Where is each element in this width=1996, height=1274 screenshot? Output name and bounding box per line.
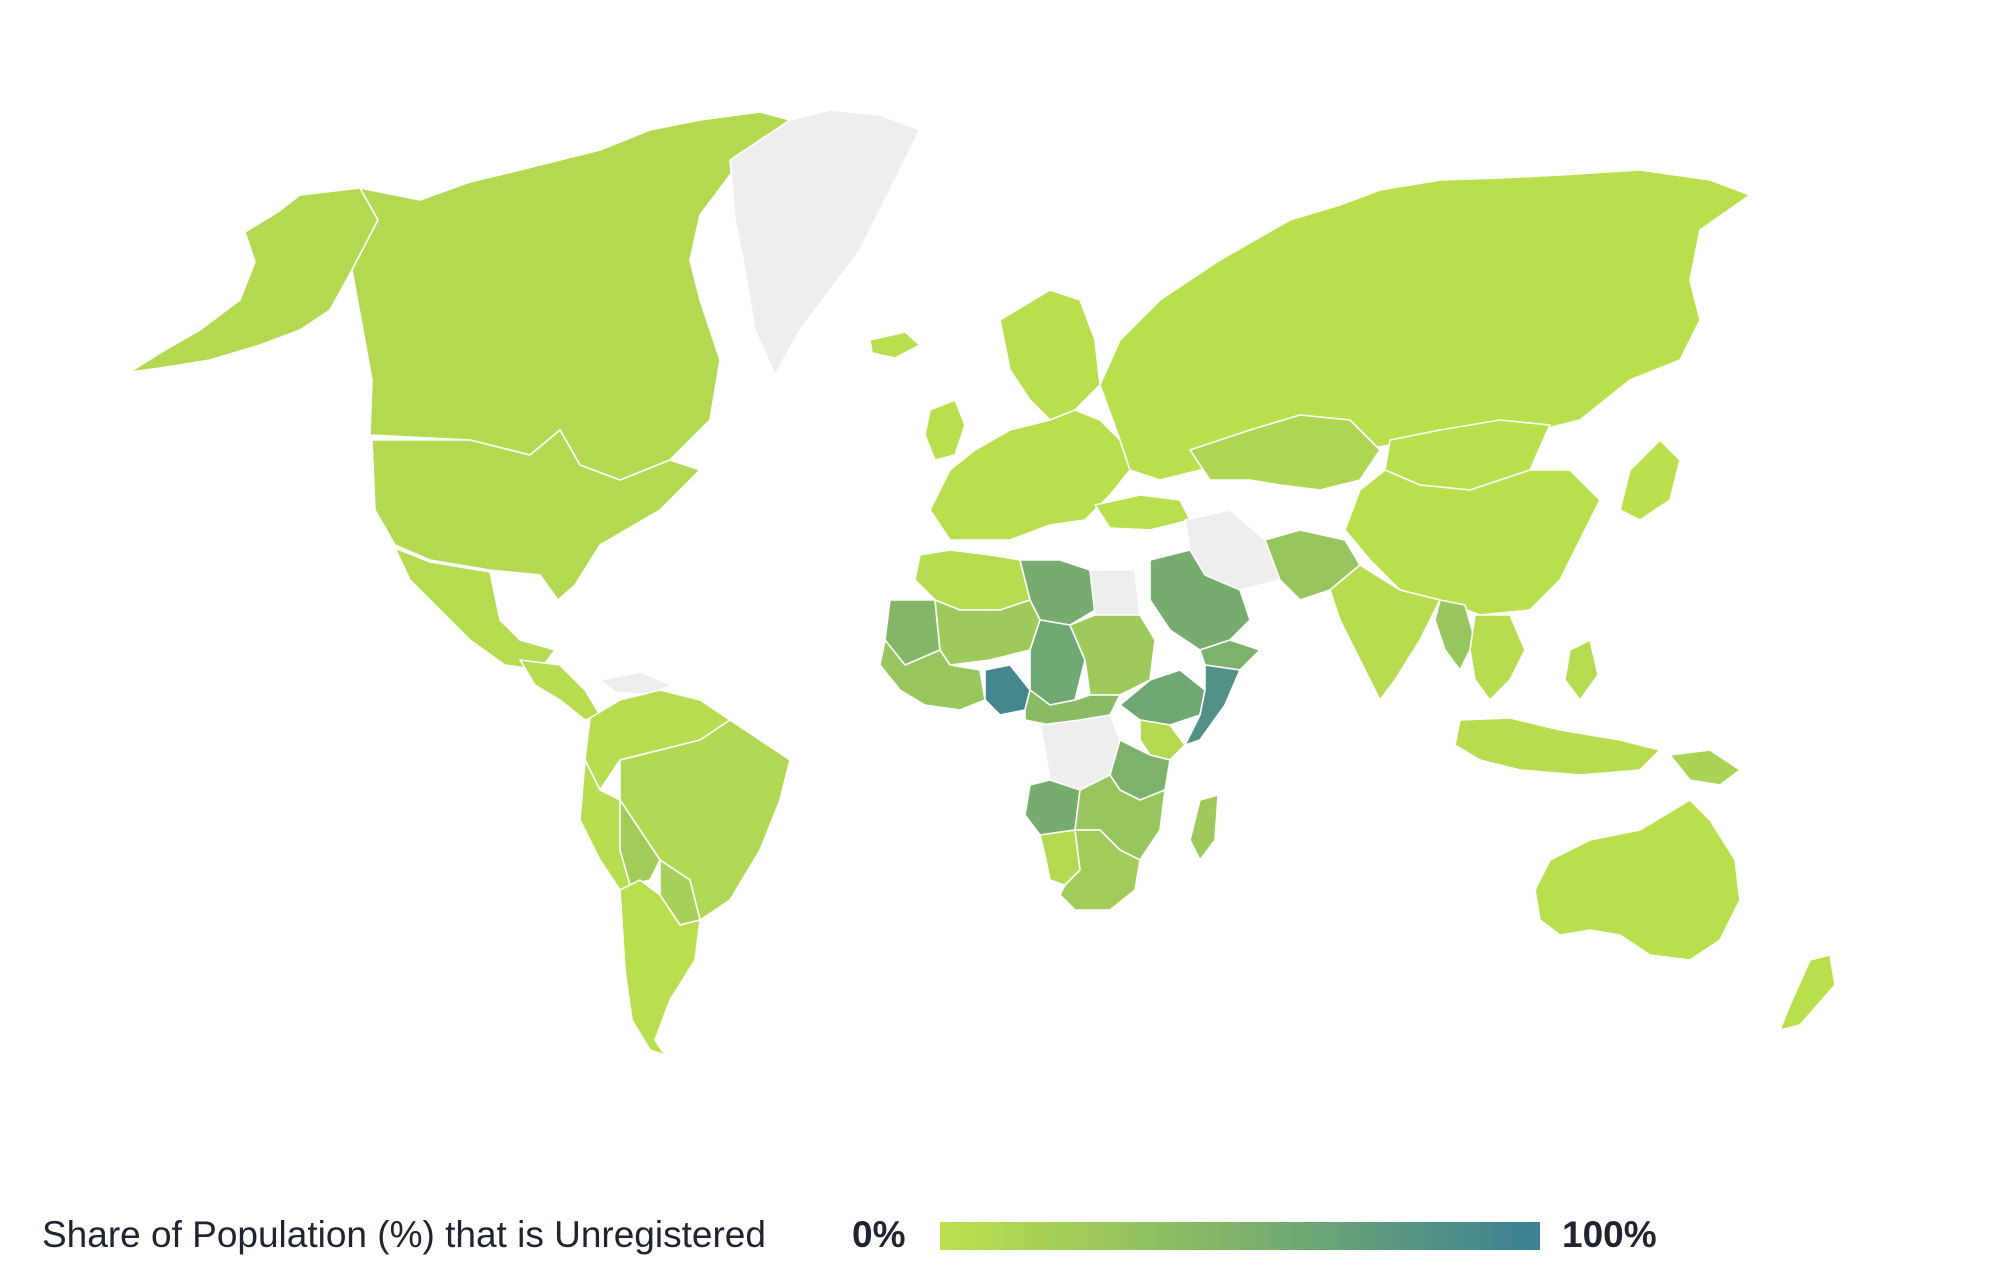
region-mexico[interactable] [394,547,556,671]
region-somalia[interactable] [1184,664,1241,746]
region-angola[interactable] [1024,779,1081,836]
region-greenland[interactable] [729,109,921,376]
region-sudan[interactable] [1069,614,1156,696]
region-yemen[interactable] [1199,639,1261,671]
region-uk-ireland[interactable] [924,399,966,461]
region-myanmar[interactable] [1434,599,1476,671]
region-china[interactable] [1344,469,1601,616]
region-canada[interactable] [351,111,791,481]
region-papua-new-guinea[interactable] [1669,749,1741,786]
region-new-zealand[interactable] [1779,954,1836,1031]
region-mali-niger[interactable] [934,599,1041,666]
region-scandinavia[interactable] [999,289,1101,421]
region-japan[interactable] [1619,439,1681,521]
region-ethiopia[interactable] [1119,669,1206,726]
region-usa[interactable] [371,429,701,601]
region-madagascar[interactable] [1189,794,1219,861]
region-nigeria[interactable] [984,664,1031,716]
legend-max-label: 100% [1562,1214,1657,1255]
region-southeast-asia[interactable] [1469,614,1526,701]
region-turkey[interactable] [1094,494,1191,531]
region-iceland[interactable] [869,331,921,359]
region-saudi-arabia[interactable] [1149,549,1251,651]
legend-gradient-rect [940,1222,1540,1250]
region-kazakhstan[interactable] [1189,414,1381,491]
region-bolivia[interactable] [619,799,661,886]
legend-title: Share of Population (%) that is Unregist… [42,1214,766,1255]
region-central-america[interactable] [519,659,601,721]
legend-min-label: 0% [852,1214,906,1255]
legend-color-bar [940,1222,1540,1250]
region-australia[interactable] [1534,799,1741,961]
region-india[interactable] [1329,564,1441,701]
region-indonesia[interactable] [1454,717,1661,776]
region-egypt[interactable] [1089,569,1141,616]
region-philippines[interactable] [1564,639,1599,701]
region-alaska[interactable] [129,187,379,373]
region-argentina-chile[interactable] [619,879,701,1056]
region-southern-africa[interactable] [1059,829,1141,911]
